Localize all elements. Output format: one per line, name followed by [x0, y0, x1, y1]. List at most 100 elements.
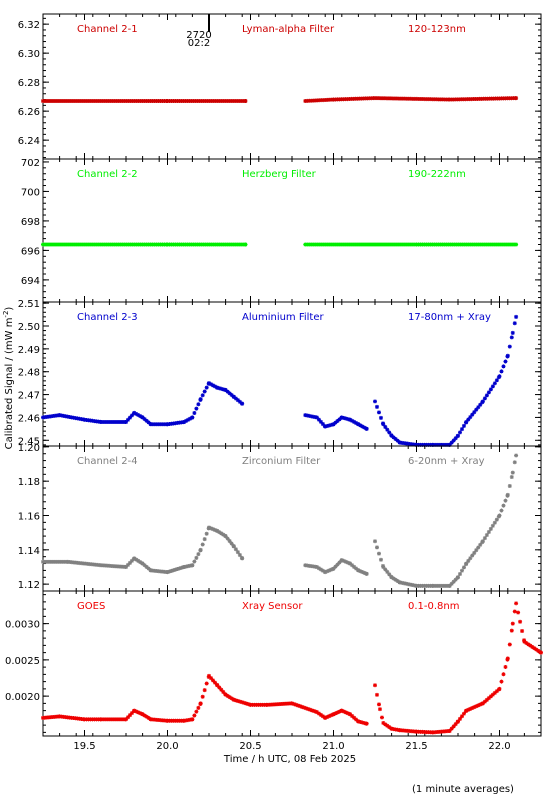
data-point — [345, 711, 350, 716]
panel-channel-2-3: 2.45 2.46 2.47 2.48 2.49 2.50 2.51 Channel 2-3 A… — [18, 299, 542, 447]
panel-label: Xray Sensor — [242, 601, 303, 612]
data-point — [125, 715, 130, 720]
data-point — [490, 523, 495, 528]
data-point — [447, 442, 452, 447]
data-point — [356, 422, 361, 427]
data-point — [316, 711, 321, 716]
data-point — [245, 702, 250, 707]
y-tick-label: 2.49 — [18, 345, 40, 356]
data-point — [325, 715, 330, 720]
y-tick-label: 0.0025 — [5, 656, 40, 667]
data-point — [381, 564, 386, 569]
data-point — [526, 642, 531, 647]
data-point — [499, 679, 504, 684]
data-point — [212, 384, 217, 389]
data-point — [528, 643, 533, 648]
panels-group: 6.24 6.26 6.28 6.30 6.32 Channel 2-1 Lyman-alp… — [5, 13, 543, 752]
data-point — [341, 415, 346, 420]
data-point — [339, 415, 344, 420]
data-point — [339, 558, 344, 563]
data-point — [175, 567, 180, 572]
data-point — [303, 706, 308, 711]
data-point — [484, 533, 489, 538]
data-point — [348, 561, 353, 566]
data-point — [240, 556, 245, 561]
data-point — [468, 706, 473, 711]
data-point — [499, 369, 504, 374]
data-point — [478, 402, 483, 407]
data-point — [320, 714, 325, 719]
data-point — [514, 314, 519, 319]
data-point — [512, 321, 517, 326]
data-point — [488, 694, 493, 699]
data-point — [507, 344, 512, 349]
data-point — [354, 421, 359, 426]
data-point — [217, 685, 222, 690]
data-point — [534, 647, 539, 652]
data-point — [173, 567, 178, 572]
data-point — [352, 419, 357, 424]
data-point — [142, 563, 147, 568]
data-point — [501, 364, 506, 369]
data-point — [233, 396, 238, 401]
data-point — [219, 687, 224, 692]
y-tick-label: 2.48 — [18, 368, 40, 379]
data-point — [466, 558, 471, 563]
averaging-footnote: (1 minute averages) — [412, 784, 514, 795]
data-point — [196, 705, 201, 710]
data-point — [478, 702, 483, 707]
data-point — [341, 709, 346, 714]
data-point — [509, 475, 514, 480]
data-point — [451, 438, 456, 443]
data-point — [480, 539, 485, 544]
data-point — [348, 712, 353, 717]
data-point — [501, 503, 506, 508]
data-point — [305, 706, 310, 711]
data-point — [341, 558, 346, 563]
data-point — [373, 683, 377, 688]
panel-label: 6-20nm + Xray — [408, 456, 485, 467]
data-point — [229, 541, 234, 546]
data-point — [311, 709, 316, 714]
data-point — [505, 492, 510, 497]
data-point — [507, 483, 512, 488]
data-point — [505, 353, 510, 358]
data-point — [134, 411, 139, 416]
data-point — [464, 708, 469, 713]
data-point — [146, 420, 151, 425]
data-point — [202, 537, 207, 542]
data-point — [235, 550, 240, 555]
data-point — [223, 692, 228, 697]
data-point — [243, 701, 248, 706]
panel-label: Channel 2-2 — [77, 169, 138, 180]
data-point — [373, 399, 377, 404]
data-point — [374, 404, 379, 409]
data-point — [188, 416, 193, 421]
data-point — [140, 415, 145, 420]
panel-label: Aluminium Filter — [242, 312, 325, 323]
y-tick-label: 6.26 — [18, 107, 40, 118]
data-point — [457, 716, 462, 721]
data-point — [376, 551, 381, 556]
data-point — [350, 563, 355, 568]
data-point — [343, 710, 348, 715]
data-point — [144, 564, 149, 569]
data-point — [480, 399, 485, 404]
data-point — [512, 460, 517, 465]
data-point — [337, 560, 342, 565]
data-point — [474, 704, 479, 709]
data-point — [474, 548, 479, 553]
data-point — [301, 705, 306, 710]
data-point — [221, 532, 226, 537]
data-point — [215, 528, 220, 533]
data-point — [345, 417, 350, 422]
data-point — [127, 415, 132, 420]
data-point — [449, 440, 454, 445]
data-point — [204, 681, 209, 686]
data-point — [501, 672, 506, 677]
panel-label: Channel 2-4 — [77, 456, 138, 467]
data-point — [309, 708, 314, 713]
y-tick-label: 698 — [21, 217, 40, 228]
data-point — [132, 708, 137, 713]
panel-label: 190-222nm — [408, 169, 466, 180]
